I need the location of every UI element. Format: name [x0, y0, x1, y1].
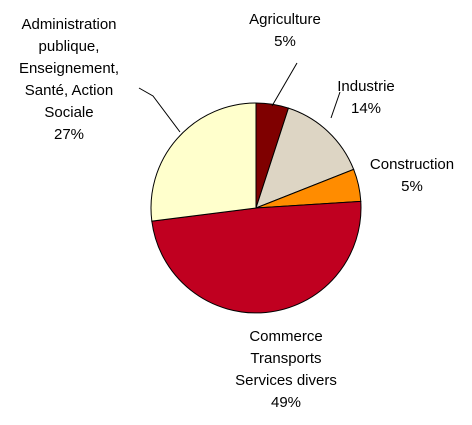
leader-lines — [138, 62, 341, 133]
leader-line-0 — [271, 62, 298, 107]
leader-line-4 — [138, 87, 181, 133]
slice-label-0-line-0: Agriculture — [249, 11, 321, 28]
pie-slice-4 — [150, 102, 257, 222]
slice-label-4-line-4: Sociale — [44, 104, 93, 121]
slice-label-4: Administration publique, Enseignement, Sant… — [19, 16, 119, 143]
slice-label-2-line-1: 5% — [401, 178, 423, 195]
data-labels: Agriculture 5%Industrie 14%Construction 5%C… — [19, 11, 454, 411]
slice-label-2: Construction 5% — [370, 156, 454, 195]
slice-label-0: Agriculture 5% — [249, 11, 321, 50]
pie-slices — [150, 102, 362, 314]
slice-label-3-line-2: Services divers — [235, 372, 337, 389]
leader-line-1 — [330, 91, 341, 119]
slice-label-4-line-5: 27% — [54, 126, 84, 143]
slice-label-4-line-2: Enseignement, — [19, 60, 119, 77]
slice-label-0-line-1: 5% — [274, 33, 296, 50]
slice-label-1: Industrie 14% — [337, 78, 395, 117]
slice-label-4-line-0: Administration — [21, 16, 116, 33]
slice-label-3: Commerce Transports Services divers 49% — [235, 328, 337, 411]
slice-label-2-line-0: Construction — [370, 156, 454, 173]
pie-slice-1 — [255, 107, 355, 209]
slice-label-3-line-3: 49% — [271, 394, 301, 411]
pie-slice-3 — [151, 200, 362, 314]
slice-label-4-line-1: publique, — [39, 38, 100, 55]
slice-label-1-line-0: Industrie — [337, 78, 395, 95]
slice-label-4-line-3: Santé, Action — [25, 82, 113, 99]
slice-label-1-line-1: 14% — [351, 100, 381, 117]
slice-label-3-line-1: Transports — [250, 350, 321, 367]
slice-label-3-line-0: Commerce — [249, 328, 322, 345]
